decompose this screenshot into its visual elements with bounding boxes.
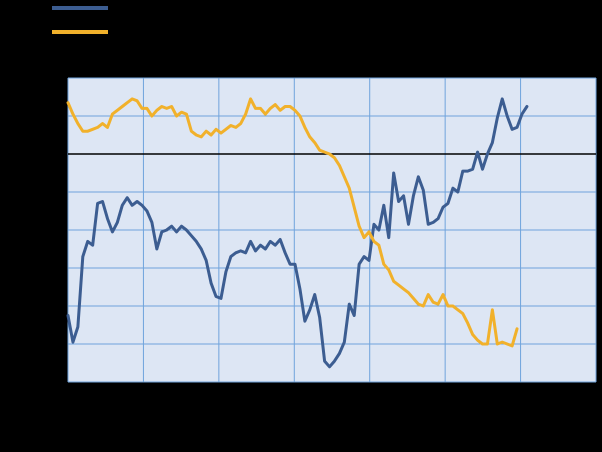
series-layer (66, 97, 529, 369)
series-line-1 (66, 97, 529, 369)
series-line-2 (66, 97, 519, 348)
legend-swatch-series-1 (52, 6, 108, 10)
legend-swatch-series-2 (52, 30, 108, 34)
legend-item-series-2 (52, 24, 252, 40)
legend-item-series-1 (52, 0, 252, 16)
